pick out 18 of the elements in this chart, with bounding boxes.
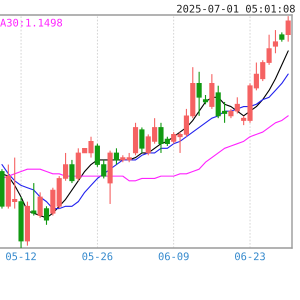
candlestick [272, 30, 278, 54]
x-tick-label: 05-26 [82, 252, 112, 260]
x-tick-label: 06-23 [235, 252, 265, 260]
x-tick-label: 06-09 [158, 252, 189, 260]
candlestick [279, 32, 284, 42]
x-tick-label: 05-12 [6, 252, 36, 260]
chart-title: 2025-07-01 05:01:08 [177, 4, 295, 13]
candlestick [196, 71, 202, 116]
candlestick [38, 192, 43, 218]
candlestick [139, 126, 144, 154]
candlestick [202, 94, 208, 105]
candlestick [69, 159, 75, 184]
candlestick [209, 74, 214, 110]
candlestick [31, 182, 36, 216]
candlestick [44, 206, 50, 226]
candlestick [114, 148, 120, 166]
annotation: A30:1.1498 [0, 18, 62, 27]
candlestick [286, 16, 291, 42]
